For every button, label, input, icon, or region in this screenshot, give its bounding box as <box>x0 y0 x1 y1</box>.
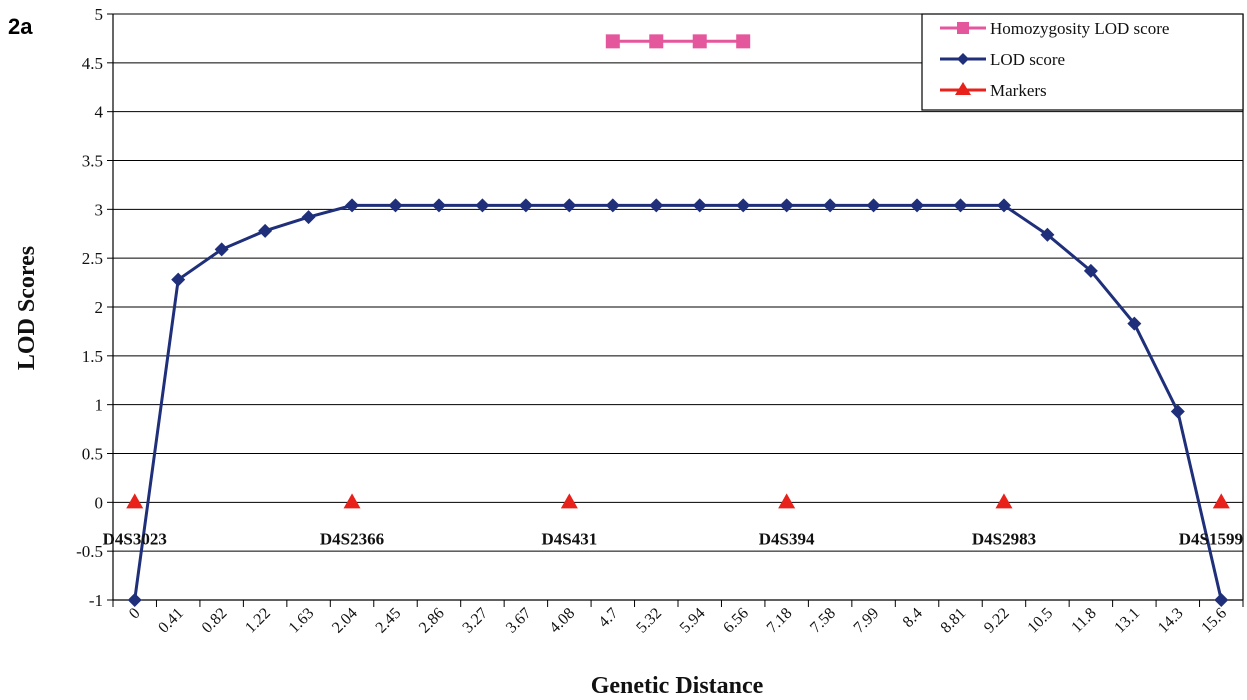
x-tick-label: 9.22 <box>981 605 1013 637</box>
x-axis-title: Genetic Distance <box>591 673 764 699</box>
marker-label: D4S431 <box>541 529 597 548</box>
triangle-point <box>126 493 144 509</box>
diamond-point <box>171 272 186 287</box>
square-point <box>605 34 620 49</box>
diamond-point <box>866 198 881 213</box>
x-tick-label: 7.18 <box>764 605 796 637</box>
diamond-point <box>1083 263 1098 278</box>
diamond-point <box>953 198 968 213</box>
marker-label: D4S2366 <box>320 529 384 548</box>
y-tick-label: -0.5 <box>76 542 103 561</box>
y-tick-label: 4.5 <box>82 54 103 73</box>
diamond-point <box>345 198 360 213</box>
series-layer <box>126 34 1230 607</box>
x-tick-label: 0.41 <box>155 605 187 637</box>
square-point <box>692 34 707 49</box>
y-tick-label: 3 <box>95 200 104 219</box>
y-axis-title: LOD Scores <box>14 246 40 370</box>
x-tick-label: 0 <box>126 605 144 623</box>
x-tick-label: 5.94 <box>677 605 709 637</box>
diamond-point <box>1040 227 1055 242</box>
diamond-point <box>823 198 838 213</box>
diamond-point <box>127 593 142 607</box>
diamond-point <box>1127 316 1142 331</box>
legend-square-marker <box>957 22 969 34</box>
x-tick-label: 3.67 <box>503 605 535 637</box>
square-point <box>736 34 751 49</box>
x-tick-label: 4.08 <box>546 605 578 637</box>
diamond-point <box>431 198 446 213</box>
diamond-point <box>605 198 620 213</box>
x-tick-label: 14.3 <box>1155 605 1187 637</box>
diamond-point <box>736 198 751 213</box>
y-tick-label: 5 <box>95 5 104 24</box>
diamond-point <box>910 198 925 213</box>
x-tick-label: 15.6 <box>1198 605 1230 637</box>
diamond-point <box>692 198 707 213</box>
legend-label: Markers <box>990 81 1047 100</box>
marker-label: D4S394 <box>759 529 815 548</box>
x-tick-label: 8.81 <box>938 605 970 637</box>
x-tick-label: 4.7 <box>595 605 621 631</box>
x-tick-label: 2.86 <box>416 605 448 637</box>
legend-box <box>921 13 1244 111</box>
square-point <box>649 34 664 49</box>
y-tick-label: 1 <box>95 396 104 415</box>
diamond-point <box>562 198 577 213</box>
x-tick-label: 2.45 <box>373 605 405 637</box>
x-tick-label: 1.22 <box>242 605 274 637</box>
y-tick-label: 3.5 <box>82 152 103 171</box>
diamond-point <box>258 223 273 238</box>
grid-lines <box>107 13 1244 607</box>
diamond-point <box>518 198 533 213</box>
panel-label: 2a <box>8 14 33 39</box>
diamond-point <box>475 198 490 213</box>
diamond-point <box>388 198 403 213</box>
x-tick-label: 2.04 <box>329 605 361 637</box>
x-tick-label: 13.1 <box>1111 605 1143 637</box>
y-tick-label: 1.5 <box>82 347 103 366</box>
diamond-point <box>301 210 316 225</box>
x-tick-label: 7.58 <box>807 605 839 637</box>
x-tick-label: 0.82 <box>199 605 231 637</box>
y-tick-label: -1 <box>89 591 103 610</box>
x-tick-label: 11.8 <box>1068 605 1099 636</box>
lod-score-line <box>133 203 1223 601</box>
legend-label: LOD score <box>990 50 1065 69</box>
x-axis-ticks: 0 0.41 0.82 1.22 1.63 2.04 2.45 2.86 3.27 3.67 4.0… <box>126 605 1230 637</box>
diamond-point <box>214 242 229 257</box>
marker-label: D4S3023 <box>103 529 167 548</box>
y-tick-label: 0.5 <box>82 445 103 464</box>
diamond-point <box>1214 593 1229 607</box>
x-tick-label: 10.5 <box>1024 605 1056 637</box>
diamond-point <box>779 198 794 213</box>
x-tick-label: 7.99 <box>851 605 883 637</box>
y-axis-ticks: -1 -0.5 0 0.5 1 1.5 2 2.5 3 3.5 4 4.5 5 <box>76 5 103 610</box>
x-tick-label: 3.27 <box>459 605 491 637</box>
x-tick-label: 1.63 <box>286 605 318 637</box>
triangle-point <box>560 493 578 509</box>
diamond-point <box>996 198 1011 213</box>
y-tick-label: 2.5 <box>82 249 103 268</box>
diamond-point <box>1170 404 1185 419</box>
legend: Homozygosity LOD score LOD score Markers <box>921 13 1244 111</box>
x-tick-label: 5.32 <box>633 605 665 637</box>
marker-labels: D4S3023 D4S2366 D4S431 D4S394 D4S2983 D4S1599 <box>103 529 1243 548</box>
x-tick-label: 8.4 <box>900 605 926 631</box>
x-tick-label: 6.56 <box>720 605 752 637</box>
triangle-point <box>995 493 1013 509</box>
triangle-point <box>778 493 796 509</box>
marker-label: D4S2983 <box>972 529 1036 548</box>
legend-label: Homozygosity LOD score <box>990 19 1169 38</box>
legend-diamond-marker <box>957 53 969 65</box>
triangle-point <box>343 493 361 509</box>
y-tick-label: 2 <box>95 298 104 317</box>
diamond-point <box>649 198 664 213</box>
triangle-point <box>1212 493 1230 509</box>
legend-triangle-marker <box>955 82 971 95</box>
marker-label: D4S1599 <box>1179 529 1243 548</box>
y-tick-label: 4 <box>95 103 104 122</box>
y-tick-label: 0 <box>95 493 104 512</box>
